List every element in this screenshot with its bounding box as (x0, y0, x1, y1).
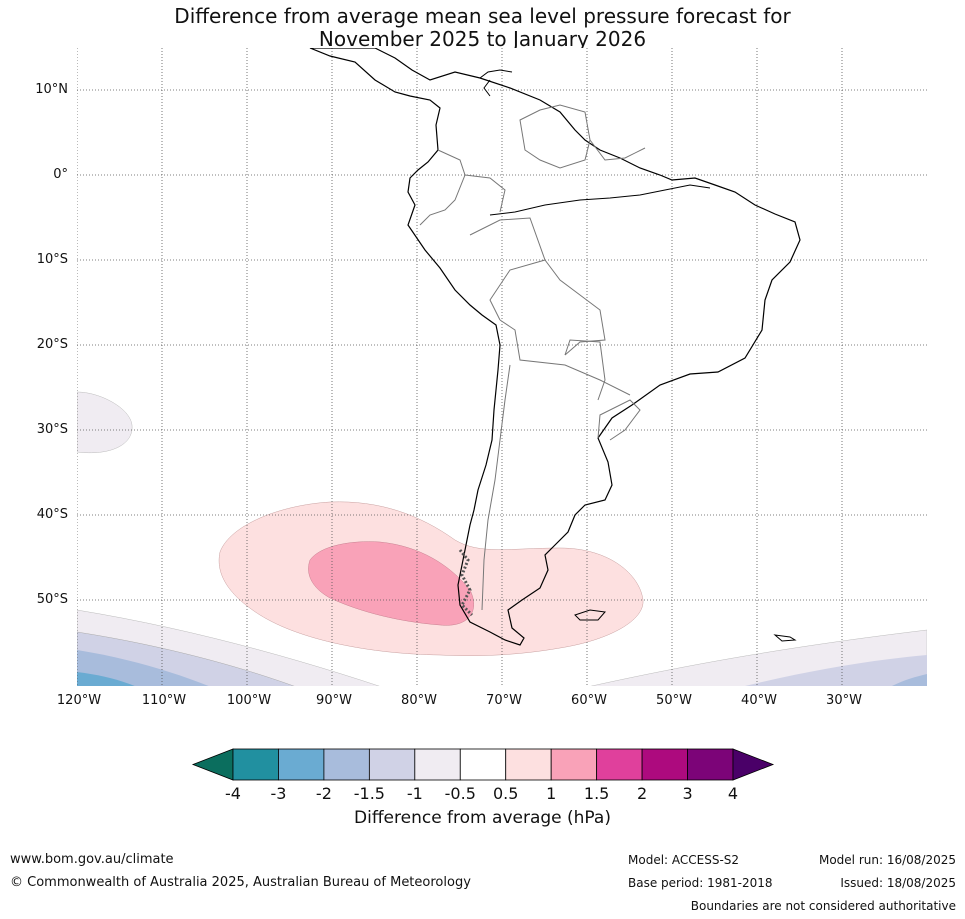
website-link[interactable]: www.bom.gov.au/climate (10, 852, 174, 867)
issued-date: Issued: 18/08/2025 (840, 876, 956, 890)
anomaly-patch-west (77, 391, 133, 454)
colorbar-swatch (414, 748, 461, 781)
country-borders (419, 104, 646, 611)
colorbar-tick-label: 3 (682, 784, 693, 803)
lon-label: 120°W (56, 693, 102, 708)
lat-label: 50°S (36, 592, 68, 607)
colorbar-swatch (232, 748, 279, 781)
lon-label: 50°W (656, 693, 692, 708)
colorbar-tick-label: -4 (225, 784, 241, 803)
colorbar-swatch (323, 748, 370, 781)
lat-label: 10°N (35, 82, 68, 97)
colorbar-tick-label: 1.5 (583, 784, 610, 803)
caribbean-coast (479, 69, 513, 97)
lat-label: 40°S (36, 507, 68, 522)
colorbar-swatch (596, 748, 643, 781)
copyright: © Commonwealth of Australia 2025, Austra… (10, 875, 471, 890)
map-canvas (77, 48, 927, 686)
colorbar-tick-label: -1.5 (353, 784, 385, 803)
falkland-islands (574, 609, 606, 621)
lon-label: 40°W (741, 693, 777, 708)
lon-label: 110°W (141, 693, 187, 708)
anomaly-band-east-1 (745, 655, 927, 686)
map-title-line-2: November 2025 to January 2026 (318, 27, 647, 51)
base-period: Base period: 1981-2018 (628, 876, 773, 890)
colorbar-tick-label: -3 (270, 784, 287, 803)
colorbar-swatch (505, 748, 552, 781)
lat-label: 0° (53, 167, 68, 182)
colorbar-title: Difference from average (hPa) (354, 808, 611, 828)
colorbar-swatches (191, 748, 775, 781)
colorbar-tick-label: 2 (636, 784, 648, 803)
map-title-line-1: Difference from average mean sea level p… (174, 4, 791, 28)
lon-label: 100°W (226, 693, 272, 708)
anomaly-band-neg-2 (77, 672, 135, 686)
anomaly-pos-1 (308, 541, 474, 626)
colorbar-swatch (459, 748, 507, 781)
model-name: Model: ACCESS-S2 (628, 853, 740, 867)
anomaly-band-neg-1.5 (77, 650, 209, 686)
lon-label: 70°W (486, 693, 522, 708)
lon-label: 80°W (401, 693, 437, 708)
lat-label: 20°S (36, 337, 68, 352)
lat-label: 30°S (36, 422, 68, 437)
colorbar-tick-label: 4 (727, 784, 739, 803)
model-run: Model run: 16/08/2025 (818, 853, 956, 867)
colorbar-swatch (687, 748, 734, 781)
lat-label: 10°S (36, 252, 68, 267)
colorbar-arrow-high (732, 748, 775, 781)
colorbar-swatch (278, 748, 325, 781)
colorbar-tick-label: -2 (315, 784, 332, 803)
lon-label: 90°W (316, 693, 352, 708)
chile-fjords (458, 549, 474, 617)
south-america-coastline (309, 48, 801, 646)
lon-label: 30°W (826, 693, 862, 708)
colorbar-tick-label: 1 (546, 784, 557, 803)
graticule (77, 48, 927, 686)
colorbar-swatch (550, 748, 598, 781)
colorbar-tick-label: -0.5 (444, 784, 476, 803)
amazon-river (489, 184, 711, 216)
colorbar-swatch (368, 748, 416, 781)
south-georgia (773, 634, 797, 642)
colorbar-arrow-low (191, 748, 234, 781)
anomaly-band-east-1.5 (891, 674, 927, 686)
disclaimer: Boundaries are not considered authoritat… (690, 899, 956, 913)
colorbar-tick-label: -1 (406, 784, 423, 803)
colorbar-swatch (641, 748, 688, 781)
colorbar-tick-label: 0.5 (492, 784, 519, 803)
lon-label: 60°W (571, 693, 607, 708)
